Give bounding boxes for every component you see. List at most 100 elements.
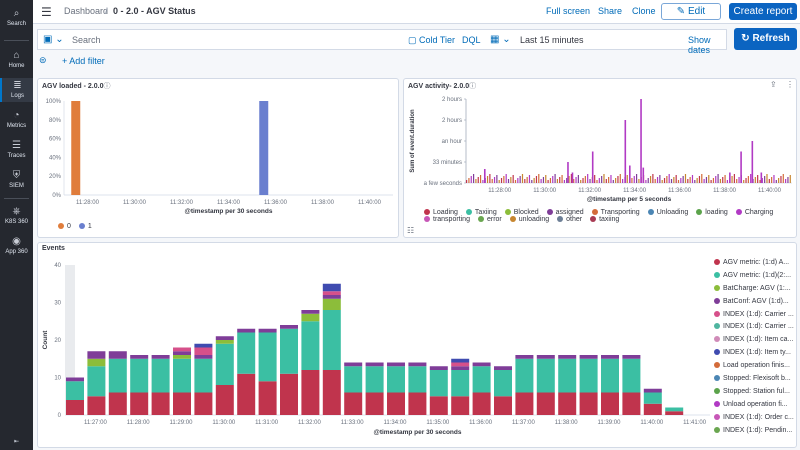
activity-bar[interactable]	[635, 174, 638, 183]
activity-bar[interactable]	[587, 174, 589, 183]
bar-segment[interactable]	[194, 347, 213, 356]
nav-item-metrics[interactable]: ◔ Metrics	[0, 108, 33, 132]
bar-segment[interactable]	[194, 358, 213, 393]
activity-bar[interactable]	[566, 178, 568, 183]
legend-item[interactable]: 1	[78, 223, 92, 230]
activity-bar[interactable]	[500, 178, 503, 183]
legend-item[interactable]: INDEX (1:d): Pendin...	[714, 425, 800, 438]
bar-segment[interactable]	[87, 366, 106, 397]
legend-item[interactable]: unloading	[509, 216, 549, 223]
nav-item-app-360[interactable]: ◉ App 360	[0, 234, 33, 258]
activity-bar[interactable]	[475, 179, 477, 183]
legend-item[interactable]: taxiing	[590, 216, 619, 223]
activity-bar[interactable]	[512, 175, 514, 183]
activity-bar[interactable]	[708, 175, 710, 183]
bar-segment[interactable]	[322, 310, 341, 370]
activity-bar[interactable]	[680, 178, 682, 183]
time-range[interactable]: Last 15 minutes	[520, 35, 584, 45]
bar-segment[interactable]	[387, 362, 405, 367]
activity-bar[interactable]	[771, 177, 773, 183]
bar-segment[interactable]	[258, 332, 277, 382]
activity-bar[interactable]	[698, 176, 701, 183]
bar-segment[interactable]	[322, 295, 341, 299]
bar-segment[interactable]	[515, 392, 534, 416]
bar-segment[interactable]	[601, 355, 619, 359]
bar-segment[interactable]	[451, 396, 470, 415]
nav-item-logs[interactable]: ≣ Logs	[0, 78, 33, 102]
activity-bar[interactable]	[505, 174, 507, 183]
legend-item[interactable]: 0	[58, 223, 71, 230]
bar-segment[interactable]	[215, 340, 234, 344]
collapse-icon[interactable]: ⇤	[13, 439, 20, 445]
bar-segment[interactable]	[579, 392, 598, 416]
bar-segment[interactable]	[151, 392, 170, 416]
activity-bar[interactable]	[472, 174, 475, 183]
show-dates-link[interactable]: Show dates	[688, 35, 711, 55]
legend-item[interactable]: other	[557, 216, 582, 223]
activity-bar[interactable]	[785, 179, 787, 183]
activity-bar[interactable]	[719, 179, 722, 183]
activity-bar[interactable]	[757, 175, 759, 183]
bar-segment[interactable]	[280, 325, 298, 329]
legend-item[interactable]: Unloading	[647, 209, 688, 216]
bar-segment[interactable]	[365, 392, 384, 416]
bar-segment[interactable]	[665, 407, 684, 412]
activity-bar[interactable]	[712, 178, 715, 183]
activity-bar[interactable]	[524, 179, 526, 183]
activity-bar[interactable]	[729, 172, 731, 184]
legend-item[interactable]: error	[477, 216, 502, 223]
activity-bar[interactable]	[510, 177, 512, 183]
activity-bar[interactable]	[722, 177, 724, 183]
activity-bar[interactable]	[710, 180, 712, 183]
activity-bar[interactable]	[782, 174, 784, 183]
bar-segment[interactable]	[87, 358, 106, 367]
activity-bar[interactable]	[466, 180, 468, 183]
activity-bar[interactable]	[561, 175, 563, 183]
legend-item[interactable]: INDEX (1:d): Carrier ...	[714, 309, 800, 322]
activity-bar[interactable]	[491, 179, 493, 183]
bar-segment[interactable]	[258, 328, 277, 333]
bar-segment[interactable]	[301, 310, 320, 314]
activity-bar[interactable]	[747, 176, 749, 183]
activity-bar[interactable]	[629, 165, 631, 184]
activity-bar[interactable]	[684, 174, 687, 183]
activity-bar[interactable]	[575, 177, 577, 183]
menu-icon[interactable]: ☰	[41, 5, 52, 19]
nav-item-search[interactable]: ⌕ Search	[0, 6, 33, 30]
refresh-button[interactable]: ↻ Refresh	[734, 28, 797, 50]
bar-segment[interactable]	[280, 328, 298, 374]
activity-bar[interactable]	[766, 174, 768, 183]
bar-segment[interactable]	[173, 355, 191, 359]
bar-segment[interactable]	[451, 370, 470, 397]
query-language-button[interactable]: DQL	[462, 35, 481, 45]
legend-item[interactable]: transporting	[424, 216, 470, 223]
bar-segment[interactable]	[344, 362, 363, 367]
clone-link[interactable]: Clone	[632, 6, 656, 16]
bar[interactable]	[259, 101, 269, 195]
bar-segment[interactable]	[579, 358, 598, 393]
activity-bar[interactable]	[668, 174, 670, 183]
activity-bar[interactable]	[663, 178, 666, 183]
bar-segment[interactable]	[173, 358, 191, 393]
info-icon[interactable]: ⓘ	[103, 83, 111, 90]
activity-bar[interactable]	[556, 179, 559, 183]
activity-bar[interactable]	[531, 180, 533, 183]
activity-bar[interactable]	[759, 180, 761, 183]
bar-segment[interactable]	[194, 343, 213, 348]
activity-bar[interactable]	[652, 174, 654, 183]
legend-item[interactable]: assigned	[546, 209, 584, 216]
activity-bar[interactable]	[705, 177, 708, 183]
legend-item[interactable]: INDEX (1:d): Item ty...	[714, 347, 800, 360]
activity-bar[interactable]	[559, 177, 561, 183]
activity-bar[interactable]	[496, 175, 498, 183]
activity-bar[interactable]	[626, 175, 628, 183]
activity-bar[interactable]	[568, 176, 570, 183]
activity-bar[interactable]	[736, 179, 738, 183]
legend-item[interactable]: BatCharge: AGV (1:...	[714, 283, 800, 296]
bar-segment[interactable]	[365, 362, 384, 367]
activity-bar[interactable]	[691, 175, 694, 183]
activity-bar[interactable]	[622, 179, 624, 183]
bar-segment[interactable]	[558, 392, 577, 416]
activity-bar[interactable]	[640, 99, 642, 183]
activity-bar[interactable]	[642, 167, 645, 183]
